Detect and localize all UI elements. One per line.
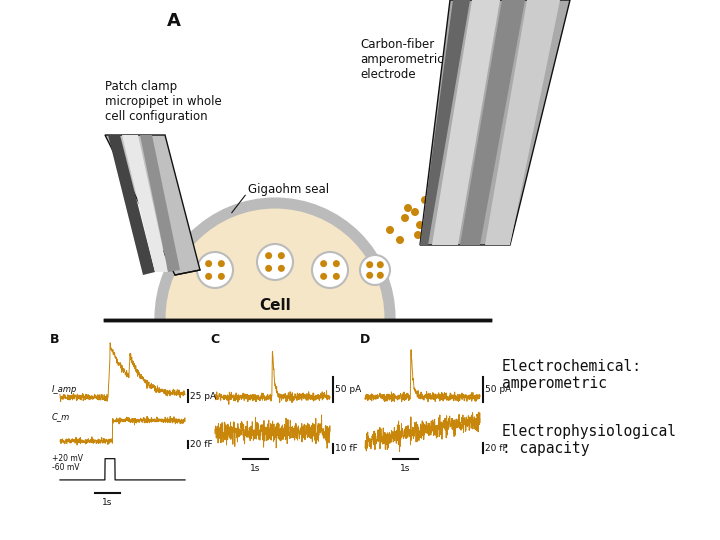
Circle shape bbox=[218, 260, 225, 267]
Text: 50 pA: 50 pA bbox=[335, 385, 361, 394]
Text: Electrophysiological
: capacity: Electrophysiological : capacity bbox=[502, 424, 677, 456]
Circle shape bbox=[404, 204, 412, 212]
Text: 10 fF: 10 fF bbox=[335, 444, 358, 453]
Circle shape bbox=[320, 273, 327, 280]
Text: Cell: Cell bbox=[259, 298, 291, 313]
Text: Electrochemical:
amperometric: Electrochemical: amperometric bbox=[502, 359, 642, 391]
Text: 1s: 1s bbox=[251, 464, 261, 473]
Text: B: B bbox=[50, 333, 60, 346]
Circle shape bbox=[312, 252, 348, 288]
Circle shape bbox=[366, 272, 373, 279]
Circle shape bbox=[278, 252, 285, 259]
Circle shape bbox=[366, 261, 373, 268]
Circle shape bbox=[431, 226, 439, 234]
Circle shape bbox=[421, 196, 429, 204]
Circle shape bbox=[265, 252, 272, 259]
Circle shape bbox=[414, 231, 422, 239]
Polygon shape bbox=[105, 135, 200, 275]
Circle shape bbox=[257, 244, 293, 280]
Text: 1s: 1s bbox=[400, 464, 410, 473]
Text: A: A bbox=[167, 12, 181, 30]
Text: I_amp: I_amp bbox=[52, 385, 77, 394]
Circle shape bbox=[360, 255, 390, 285]
Polygon shape bbox=[420, 0, 470, 245]
Circle shape bbox=[438, 216, 446, 224]
Circle shape bbox=[205, 260, 212, 267]
Text: Patch clamp
micropipet in whole
cell configuration: Patch clamp micropipet in whole cell con… bbox=[105, 80, 222, 123]
Text: C: C bbox=[210, 333, 219, 346]
Text: 1s: 1s bbox=[102, 498, 113, 507]
Circle shape bbox=[333, 260, 340, 267]
Polygon shape bbox=[460, 0, 525, 245]
Text: D: D bbox=[360, 333, 370, 346]
Polygon shape bbox=[122, 135, 168, 272]
Circle shape bbox=[160, 203, 390, 433]
Text: 20 fF: 20 fF bbox=[190, 440, 212, 449]
Text: 50 pA: 50 pA bbox=[485, 385, 511, 394]
Circle shape bbox=[377, 261, 384, 268]
Circle shape bbox=[265, 265, 272, 272]
Circle shape bbox=[320, 260, 327, 267]
Circle shape bbox=[333, 273, 340, 280]
Text: -60 mV: -60 mV bbox=[52, 463, 79, 472]
Text: 25 pA: 25 pA bbox=[190, 392, 216, 401]
Circle shape bbox=[411, 208, 419, 216]
Text: 20 fF: 20 fF bbox=[485, 444, 508, 453]
Text: C_m: C_m bbox=[52, 412, 71, 421]
Polygon shape bbox=[140, 135, 180, 272]
Polygon shape bbox=[432, 0, 500, 245]
Circle shape bbox=[401, 214, 409, 222]
Polygon shape bbox=[485, 0, 560, 245]
Circle shape bbox=[377, 272, 384, 279]
Circle shape bbox=[416, 221, 424, 229]
Text: Carbon-fiber
amperometric
electrode: Carbon-fiber amperometric electrode bbox=[360, 38, 444, 81]
Polygon shape bbox=[108, 135, 155, 275]
Polygon shape bbox=[420, 0, 570, 245]
Circle shape bbox=[386, 226, 394, 234]
Circle shape bbox=[218, 273, 225, 280]
Circle shape bbox=[197, 252, 233, 288]
Text: +20 mV: +20 mV bbox=[52, 454, 83, 463]
Circle shape bbox=[205, 273, 212, 280]
Circle shape bbox=[426, 211, 434, 219]
Polygon shape bbox=[0, 320, 720, 540]
Circle shape bbox=[278, 265, 285, 272]
Circle shape bbox=[396, 236, 404, 244]
Text: Gigaohm seal: Gigaohm seal bbox=[248, 184, 329, 197]
